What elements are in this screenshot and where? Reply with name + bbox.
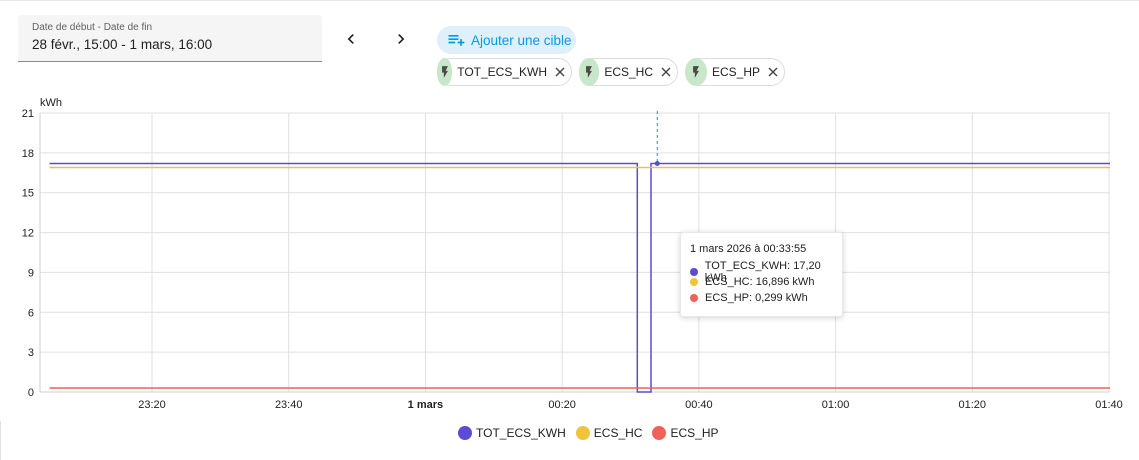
chart-tooltip: 1 mars 2026 à 00:33:55 TOT_ECS_KWH: 17,2… xyxy=(680,232,843,317)
history-chart[interactable]: 0 3 6 9 12 15 18 21 23:20 23:40 1 mars 00:20 00:40 01… xyxy=(0,90,1139,420)
x-tick-label: 01:40 xyxy=(1095,399,1123,411)
tooltip-row-text: TOT_ECS_KWH: 17,20 kWh xyxy=(704,260,821,284)
x-tick-label: 23:20 xyxy=(138,399,166,411)
flash-icon xyxy=(685,58,707,86)
next-period-button[interactable] xyxy=(386,24,416,54)
top-divider xyxy=(0,0,1139,1)
previous-period-button[interactable] xyxy=(336,24,366,54)
legend-label: TOT_ECS_KWH xyxy=(476,426,566,440)
x-tick-label: 23:40 xyxy=(275,399,303,411)
target-chip-tot-ecs-kwh[interactable]: TOT_ECS_KWH xyxy=(437,58,572,86)
playlist-plus-icon xyxy=(446,30,466,50)
target-chip-label: ECS_HP xyxy=(711,65,760,79)
legend-item-tot-ecs-kwh[interactable]: TOT_ECS_KWH xyxy=(458,426,566,440)
y-tick-label: 9 xyxy=(28,267,34,279)
y-tick-label: 0 xyxy=(28,387,34,399)
target-chip-label: ECS_HC xyxy=(604,65,653,79)
hover-point xyxy=(654,160,660,166)
close-icon[interactable] xyxy=(555,66,565,78)
y-tick-label: 15 xyxy=(22,188,34,200)
date-range-value: 28 févr., 15:00 - 1 mars, 16:00 xyxy=(32,37,213,52)
chart-legend: TOT_ECS_KWH ECS_HC ECS_HP xyxy=(458,424,729,442)
target-chip-label: TOT_ECS_KWH xyxy=(457,65,547,79)
legend-dot-icon xyxy=(652,426,667,440)
tooltip-title: 1 mars 2026 à 00:33:55 xyxy=(690,243,807,255)
y-tick-label: 12 xyxy=(22,228,34,240)
x-tick-label: 00:40 xyxy=(685,399,713,411)
series-dot-icon xyxy=(690,268,698,276)
target-chip-ecs-hp[interactable]: ECS_HP xyxy=(685,58,785,86)
series-dot-icon xyxy=(690,278,698,286)
y-tick-label: 6 xyxy=(28,307,34,319)
x-tick-label: 01:00 xyxy=(822,399,850,411)
tooltip-row: ECS_HP: 0,299 kWh xyxy=(690,292,808,304)
close-icon[interactable] xyxy=(768,66,778,78)
flash-icon xyxy=(579,58,600,86)
x-tick-label: 00:20 xyxy=(548,399,576,411)
legend-dot-icon xyxy=(575,426,590,440)
x-tick-label: 1 mars xyxy=(408,399,443,411)
y-tick-label: 3 xyxy=(28,347,34,359)
legend-item-ecs-hc[interactable]: ECS_HC xyxy=(575,426,643,440)
legend-dot-icon xyxy=(458,426,472,440)
series-dot-icon xyxy=(690,294,698,302)
legend-label: ECS_HC xyxy=(593,426,643,440)
date-range-picker[interactable]: Date de début - Date de fin 28 févr., 15… xyxy=(18,15,322,62)
add-target-button[interactable]: Ajouter une cible xyxy=(437,26,576,54)
target-chip-ecs-hc[interactable]: ECS_HC xyxy=(579,58,678,86)
date-range-label: Date de début - Date de fin xyxy=(32,22,153,33)
tooltip-row: TOT_ECS_KWH: 17,20 kWh xyxy=(690,260,842,284)
tooltip-row-text: ECS_HP: 0,299 kWh xyxy=(705,292,808,304)
x-tick-label: 01:20 xyxy=(959,399,987,411)
flash-icon xyxy=(437,58,453,86)
add-target-label: Ajouter une cible xyxy=(471,32,572,48)
legend-label: ECS_HP xyxy=(670,426,719,440)
chevron-left-icon xyxy=(347,34,354,44)
y-tick-label: 21 xyxy=(22,108,34,120)
bottom-edge xyxy=(0,421,1,460)
y-tick-label: 18 xyxy=(22,148,34,160)
close-icon[interactable] xyxy=(661,66,671,78)
y-axis-label: kWh xyxy=(40,97,62,109)
series-line-tot-ecs-kwh xyxy=(49,162,1110,393)
tooltip-row: ECS_HC: 16,896 kWh xyxy=(690,276,814,288)
tooltip-row-text: ECS_HC: 16,896 kWh xyxy=(705,276,815,288)
legend-item-ecs-hp[interactable]: ECS_HP xyxy=(652,426,719,440)
chevron-right-icon xyxy=(398,34,405,44)
